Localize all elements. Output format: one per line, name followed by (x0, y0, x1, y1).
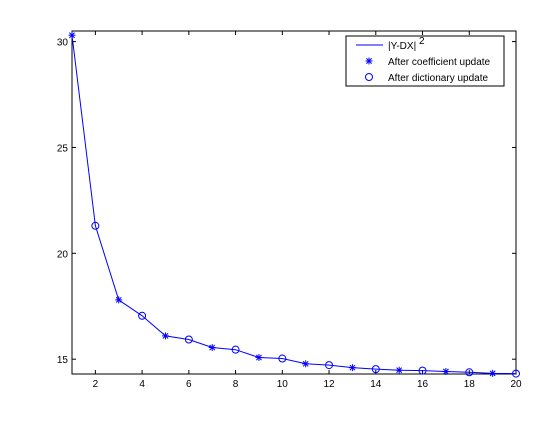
legend-star-glyph (365, 57, 373, 65)
circle-marker (418, 366, 427, 375)
legend-star-marker (365, 57, 373, 65)
circle-marker (138, 311, 147, 320)
circle-marker (325, 361, 334, 370)
star-marker (208, 344, 216, 352)
legend-circle-marker (365, 73, 373, 81)
star-marker (442, 367, 450, 375)
circle-marker (184, 335, 193, 344)
series-line (71, 35, 517, 375)
star-marker (68, 31, 76, 39)
x-tick-label: 20 (510, 379, 522, 390)
x-tick-label: 4 (139, 379, 145, 390)
x-tick-label: 10 (277, 379, 289, 390)
circle-marker (91, 221, 100, 230)
star-marker (489, 369, 497, 377)
x-tick-label: 2 (93, 379, 99, 390)
x-tick-label: 14 (370, 379, 382, 390)
star-marker (161, 332, 169, 340)
star-marker (395, 366, 403, 374)
circle-marker (512, 369, 520, 378)
legend-star-label: After coefficient update (388, 57, 491, 68)
circle-marker (371, 365, 380, 374)
series-layer (68, 31, 520, 378)
circle-marker (465, 368, 474, 377)
legend-circle-label: After dictionary update (388, 73, 488, 84)
y-tick-label: 20 (57, 249, 69, 260)
x-tick-label: 16 (417, 379, 429, 390)
x-tick-label: 18 (464, 379, 476, 390)
star-marker (115, 296, 123, 304)
star-marker (348, 364, 356, 372)
x-axis-ticks: 2 4 6 8 10 12 14 16 18 20 (93, 31, 522, 390)
circle-marker (231, 345, 240, 354)
x-tick-label: 8 (233, 379, 239, 390)
star-marker (255, 353, 263, 361)
y-axis-ticks: 15 20 25 30 (57, 38, 516, 366)
legend-line-label-exponent: 2 (419, 36, 425, 47)
legend-line-label: |Y-DX| (388, 41, 416, 52)
x-tick-label: 6 (186, 379, 192, 390)
legend: |Y-DX| 2 After coefficient update After … (345, 35, 505, 87)
plot-area (71, 30, 517, 375)
x-tick-label: 12 (323, 379, 335, 390)
circle-marker (278, 354, 287, 363)
y-tick-label: 30 (57, 38, 69, 49)
y-tick-label: 25 (57, 143, 69, 154)
star-marker (302, 360, 310, 368)
y-tick-label: 15 (57, 355, 69, 366)
